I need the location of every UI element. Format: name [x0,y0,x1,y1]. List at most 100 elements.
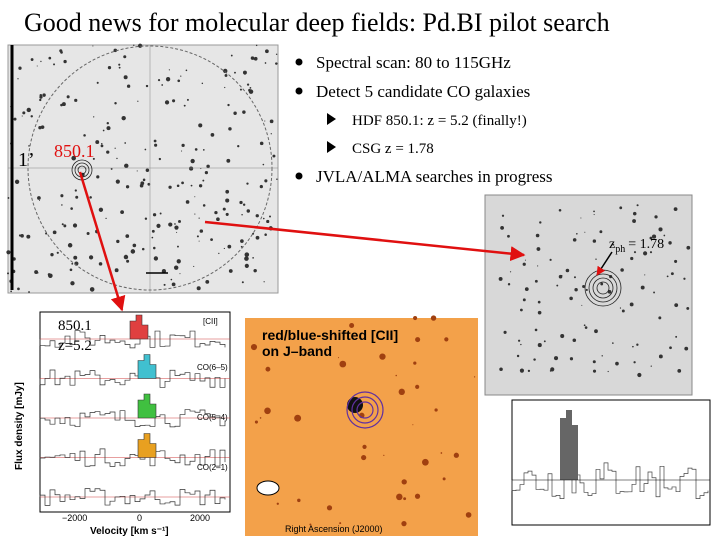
star [637,372,642,378]
star [237,145,240,148]
star [537,343,542,348]
star [599,230,603,234]
star [430,315,437,321]
star [164,100,170,105]
x-tick-label: −2000 [62,513,87,523]
star [629,302,634,307]
star [255,235,260,240]
star [415,337,421,343]
star [176,259,181,264]
star [434,408,438,412]
star [262,217,265,220]
star [177,79,181,83]
star [250,56,255,60]
star [123,75,128,80]
slide-title: Good news for molecular deep fields: Pd.… [24,8,610,37]
star [592,369,597,373]
star [649,236,653,240]
contour [596,281,610,295]
star [202,204,206,207]
arrow [204,220,526,262]
star [253,56,258,61]
star [161,84,164,86]
star [569,357,574,361]
star [18,66,22,70]
star [168,185,172,189]
star [576,232,578,235]
star [26,234,31,239]
star [666,275,669,278]
star [159,212,162,215]
star [240,245,243,248]
star [179,273,181,275]
star [556,284,559,287]
star [10,290,13,293]
star [17,78,19,80]
star [92,157,95,160]
star [114,268,119,273]
star [339,360,347,368]
star [241,214,243,216]
star [537,300,541,304]
star [139,183,144,188]
star [201,82,204,85]
arrow [78,171,126,312]
star [216,217,220,222]
star [144,217,148,220]
star [185,69,188,72]
star [100,144,104,148]
star [362,444,367,449]
star [507,283,511,286]
star [86,231,90,235]
star [522,262,526,266]
star [584,326,588,329]
star [30,115,33,118]
star [412,424,414,426]
star [422,458,429,466]
star [63,224,67,228]
star [96,81,99,84]
star [535,233,540,238]
star [72,223,78,228]
star [93,116,95,118]
star [573,276,576,279]
star [396,493,403,501]
star [643,251,648,256]
star [527,369,531,373]
star [580,217,582,219]
star [239,88,242,91]
star [71,262,74,265]
star [246,209,251,213]
star [39,199,41,201]
star [26,107,31,113]
sub-bullet: HDF 850.1: z = 5.2 (finally!) [352,113,527,129]
star [593,210,595,213]
star [6,250,11,255]
star [36,65,38,67]
star [534,279,538,283]
pointer [596,251,613,276]
line-label: CO(5–4) [197,413,228,422]
star [264,407,271,415]
star [683,277,686,280]
star [173,265,179,270]
spectrum [39,488,226,506]
contour [351,396,379,424]
spectrum [39,330,226,349]
star [264,233,267,236]
star [21,115,23,117]
star [206,164,210,169]
star [669,346,672,350]
star [39,94,43,97]
star [658,316,662,320]
star [89,287,95,292]
star [403,497,407,501]
contour [346,391,384,429]
star [686,245,691,250]
sub-bullet-arrow [327,113,336,125]
star [92,45,94,47]
star [48,56,52,60]
star [222,207,226,211]
star [69,268,73,272]
star [194,148,198,151]
